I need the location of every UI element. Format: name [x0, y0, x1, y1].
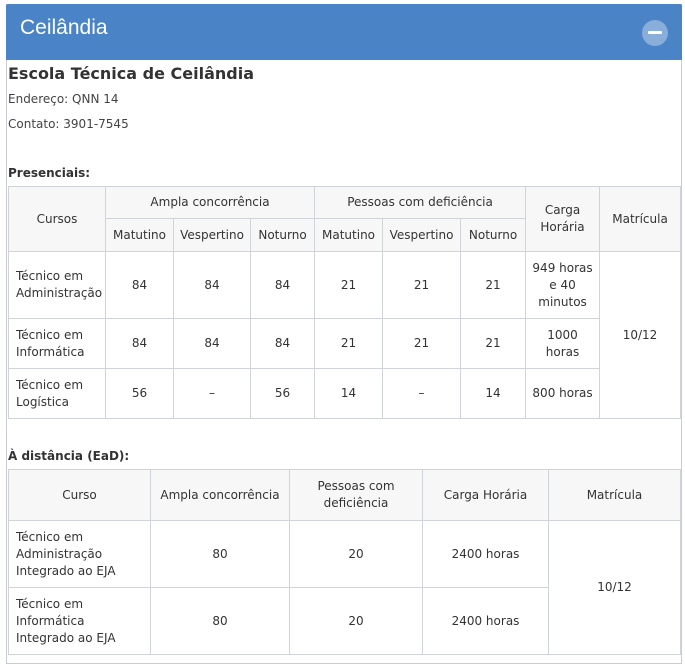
- ead-table: Curso Ampla concorrência Pessoas com def…: [8, 469, 681, 655]
- table-row: Técnico em Informática 84 84 84 21 21 21…: [8, 318, 681, 369]
- col-pcd-vespertino: Vespertino: [382, 218, 462, 252]
- value-cell: –: [173, 368, 251, 419]
- value-cell: 84: [105, 251, 174, 319]
- value-cell: 21: [382, 318, 462, 369]
- panel-title: Ceilândia: [20, 16, 108, 39]
- value-cell: 21: [382, 251, 462, 319]
- table-row: Técnico em Informática Integrado ao EJA …: [8, 587, 681, 655]
- value-cell: 56: [105, 368, 174, 419]
- presencial-table: Cursos Ampla concorrência Pessoas com de…: [8, 186, 682, 419]
- presencial-label: Presenciais:: [8, 166, 91, 180]
- col-pcd-matutino: Matutino: [314, 218, 384, 252]
- value-cell: 84: [105, 318, 174, 369]
- value-cell: 14: [314, 368, 384, 419]
- col-pcd: Pessoas com deficiência: [289, 469, 423, 521]
- col-ampla-noturno: Noturno: [249, 218, 316, 252]
- matricula-cell: 10/12: [599, 251, 682, 419]
- matricula-cell: 10/12: [548, 520, 681, 655]
- value-cell: 80: [150, 520, 290, 588]
- value-cell: 84: [249, 251, 316, 319]
- school-name: Escola Técnica de Ceilândia: [8, 64, 254, 83]
- col-matricula: Matrícula: [599, 186, 682, 252]
- value-cell: 21: [314, 318, 384, 369]
- carga-cell: 1000 horas: [525, 318, 601, 369]
- collapse-minus-icon[interactable]: [642, 20, 668, 46]
- value-cell: 80: [150, 587, 290, 655]
- value-cell: 20: [289, 520, 423, 588]
- table-row: Técnico em Administração Integrado ao EJ…: [8, 520, 681, 655]
- value-cell: 20: [289, 587, 423, 655]
- value-cell: 14: [460, 368, 527, 419]
- value-cell: 21: [460, 251, 527, 319]
- value-cell: 84: [249, 318, 316, 369]
- col-ampla: Ampla concorrência: [150, 469, 290, 521]
- school-address: Endereço: QNN 14: [8, 92, 119, 106]
- value-cell: 21: [314, 251, 384, 319]
- col-carga: Carga Horária: [422, 469, 549, 521]
- panel-header[interactable]: Ceilândia: [6, 4, 682, 60]
- col-curso: Curso: [8, 469, 151, 521]
- value-cell: 84: [173, 251, 251, 319]
- curso-cell: Técnico em Logística: [8, 368, 106, 419]
- curso-cell: Técnico em Informática Integrado ao EJA: [8, 587, 151, 655]
- table-row: Técnico em Administração 84 84 84 21 21 …: [8, 251, 682, 419]
- col-pcd: Pessoas com deficiência: [314, 186, 527, 219]
- carga-cell: 2400 horas: [422, 587, 549, 655]
- col-ampla-vespertino: Vespertino: [173, 218, 251, 252]
- col-ampla-matutino: Matutino: [105, 218, 174, 252]
- school-contact: Contato: 3901-7545: [8, 117, 129, 131]
- value-cell: 56: [249, 368, 316, 419]
- ead-label: À distância (EaD):: [8, 449, 130, 463]
- carga-cell: 949 horas e 40 minutos: [525, 251, 601, 319]
- col-cursos: Cursos: [8, 186, 106, 252]
- value-cell: 84: [173, 318, 251, 369]
- carga-cell: 800 horas: [525, 368, 601, 419]
- curso-cell: Técnico em Administração Integrado ao EJ…: [8, 520, 151, 588]
- carga-cell: 2400 horas: [422, 520, 549, 588]
- curso-cell: Técnico em Administração: [8, 251, 106, 319]
- col-ampla: Ampla concorrência: [104, 186, 316, 219]
- curso-cell: Técnico em Informática: [8, 318, 106, 369]
- table-row: Técnico em Logística 56 – 56 14 – 14 800…: [8, 368, 681, 419]
- col-matricula: Matrícula: [548, 469, 681, 521]
- value-cell: –: [382, 368, 462, 419]
- col-pcd-noturno: Noturno: [460, 218, 527, 252]
- value-cell: 21: [460, 318, 527, 369]
- col-carga: Carga Horária: [525, 186, 601, 252]
